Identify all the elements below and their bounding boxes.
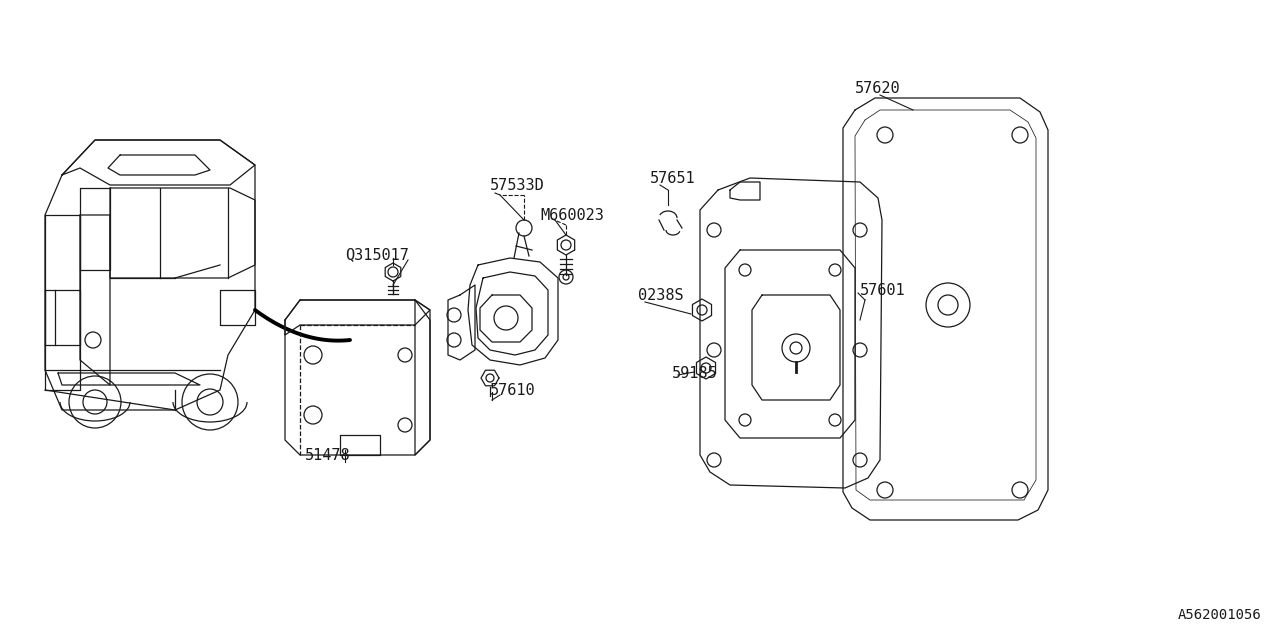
Text: Q315017: Q315017 xyxy=(346,248,408,262)
Text: 57601: 57601 xyxy=(860,282,906,298)
Text: 57651: 57651 xyxy=(650,170,695,186)
Text: 59185: 59185 xyxy=(672,365,718,381)
Text: 51478: 51478 xyxy=(305,447,351,463)
Text: M660023: M660023 xyxy=(540,207,604,223)
Text: 57533D: 57533D xyxy=(490,177,545,193)
Text: 57620: 57620 xyxy=(855,81,901,95)
Text: 0238S: 0238S xyxy=(637,287,684,303)
Text: 57610: 57610 xyxy=(490,383,535,397)
Text: A562001056: A562001056 xyxy=(1179,608,1262,622)
